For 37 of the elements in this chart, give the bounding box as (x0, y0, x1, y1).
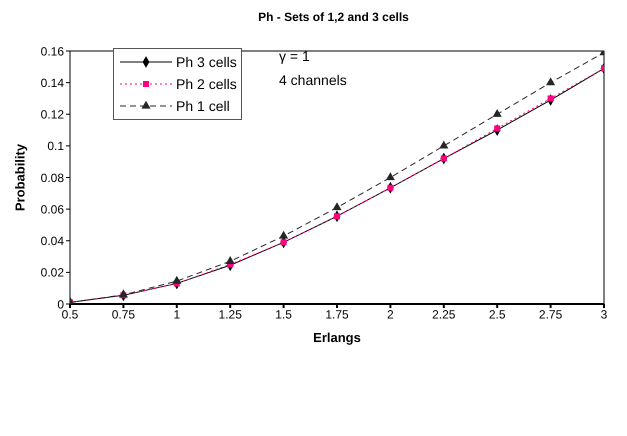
x-axis-title: Erlangs (313, 330, 361, 345)
y-axis-title: Probability (12, 143, 28, 212)
x-tick-label: 1 (173, 308, 180, 322)
x-tick-label: 2.75 (538, 308, 563, 322)
y-tick-label: 0.14 (40, 76, 64, 90)
y-tick-label: 0.16 (40, 44, 64, 58)
point (439, 140, 448, 149)
y-tick-label: 0.04 (40, 234, 64, 248)
point (332, 202, 342, 210)
point (546, 77, 556, 86)
y-tick-label: 0.12 (40, 108, 64, 122)
x-tick-label: 1.5 (275, 308, 292, 322)
point (492, 108, 502, 117)
annotation: 4 channels (279, 72, 347, 88)
x-tick-label: 2 (387, 308, 394, 322)
legend-label: Ph 1 cell (176, 98, 230, 114)
point (226, 256, 235, 264)
annotation: γ = 1 (279, 48, 310, 64)
y-tick-label: 0.06 (40, 202, 64, 216)
x-tick-label: 0.75 (112, 308, 136, 322)
point (172, 276, 182, 284)
legend-label: Ph 2 cells (176, 76, 237, 92)
point (118, 290, 128, 298)
x-tick-label: 1.75 (325, 308, 349, 322)
y-tick-label: 0 (57, 297, 64, 312)
point (386, 172, 395, 180)
chart-title: Ph - Sets of 1,2 and 3 cells (257, 10, 410, 24)
y-tick-label: 0.02 (40, 266, 64, 280)
x-tick-label: 2.5 (488, 308, 506, 322)
legend-label: Ph 3 cells (176, 54, 237, 70)
x-tick-label: 3 (600, 308, 608, 322)
x-tick-label: 2.25 (432, 308, 456, 322)
x-tick-label: 0.5 (62, 308, 79, 322)
y-tick-label: 0.1 (47, 139, 64, 154)
x-tick-label: 1.25 (218, 308, 242, 322)
point (279, 230, 288, 239)
y-tick-label: 0.08 (40, 170, 64, 185)
